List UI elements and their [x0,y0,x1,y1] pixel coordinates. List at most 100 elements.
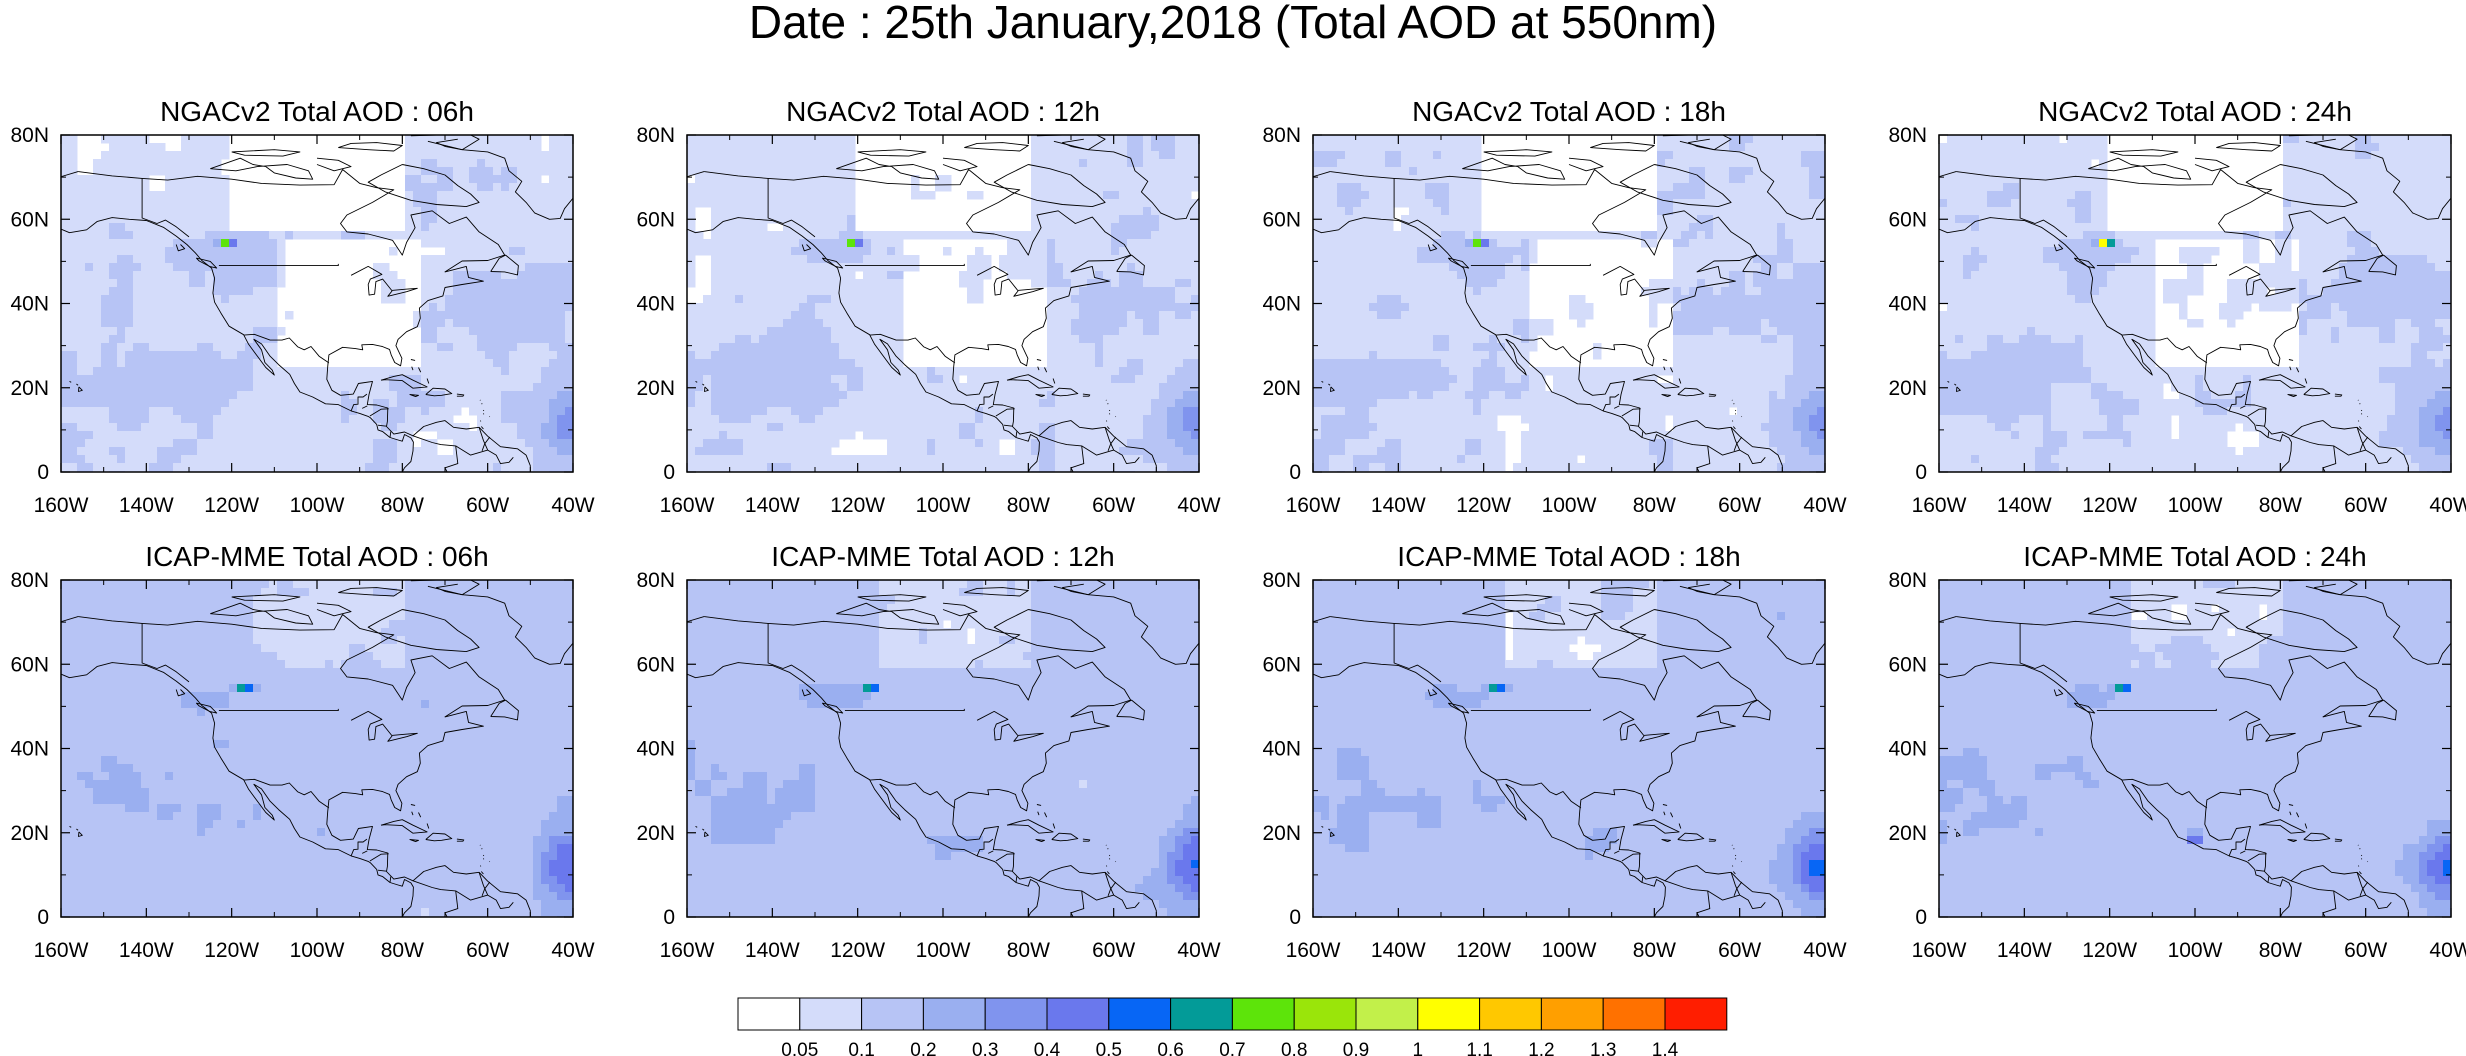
aod-field [1939,580,2451,917]
lon-tick-label: 140W [745,494,800,517]
lat-tick-label: 0 [37,461,49,484]
lon-tick-label: 120W [830,494,885,517]
lon-tick-label: 140W [1371,939,1426,962]
colorbar-swatch [1355,997,1419,1031]
lon-tick-label: 60W [1718,494,1761,517]
lat-tick-label: 80N [1262,124,1301,147]
colorbar-label: 0.1 [848,1040,874,1056]
lon-tick-label: 120W [1456,939,1511,962]
lon-tick-label: 80W [1633,939,1676,962]
lon-tick-label: 160W [660,494,715,517]
coastlines [1939,580,2451,917]
lon-tick-label: 100W [290,939,345,962]
lat-tick-label: 40N [1888,293,1927,316]
aod-field [1313,135,1825,472]
aod-field [1939,135,2451,472]
panel-title: ICAP-MME Total AOD : 06h [145,541,488,572]
lat-tick-label: 40N [10,738,49,761]
lon-tick-label: 60W [1092,494,1135,517]
lat-tick-label: 40N [636,738,675,761]
lon-tick-label: 100W [2168,939,2223,962]
colorbar-swatch [1293,997,1357,1031]
lon-tick-label: 140W [1371,494,1426,517]
map-panel: ICAP-MME Total AOD : 18h 160W 140W 120W 100W… [1262,541,1846,962]
lon-tick-label: 80W [1007,494,1050,517]
lon-tick-label: 80W [381,939,424,962]
lon-tick-label: 160W [1912,494,1967,517]
coastlines [687,580,1199,917]
lon-tick-label: 80W [1633,494,1676,517]
colorbar-label: 0.05 [781,1040,818,1056]
lon-tick-label: 120W [2082,494,2137,517]
lon-tick-label: 120W [2082,939,2137,962]
lat-tick-label: 20N [1888,822,1927,845]
lat-tick-label: 0 [37,906,49,929]
lat-tick-label: 0 [1915,906,1927,929]
lon-tick-label: 120W [830,939,885,962]
panel-title: NGACv2 Total AOD : 06h [160,96,474,127]
map-panel: NGACv2 Total AOD : 18h 160W 140W 120W 100W 80… [1262,96,1846,517]
colorbar-swatch [1231,997,1295,1031]
map-panel: ICAP-MME Total AOD : 24h 160W 140W 120W 100W… [1888,541,2466,962]
lon-tick-label: 80W [1007,939,1050,962]
lon-tick-label: 160W [660,939,715,962]
colorbar-label: 1.2 [1528,1040,1554,1056]
lon-tick-label: 40W [551,939,594,962]
map-panel: NGACv2 Total AOD : 12h 160W 140W 120W 100W 80… [636,96,1220,517]
colorbar-swatch [737,997,801,1031]
lon-tick-label: 60W [466,939,509,962]
colorbar-label: 0.3 [972,1040,998,1056]
lat-tick-label: 40N [1262,738,1301,761]
lat-tick-label: 0 [663,461,675,484]
aod-field [687,135,1199,472]
lon-tick-label: 140W [119,939,174,962]
lat-tick-label: 80N [1888,569,1927,592]
colorbar-label: 1.1 [1466,1040,1492,1056]
aod-field [1313,580,1825,917]
lat-tick-label: 40N [636,293,675,316]
lat-tick-label: 40N [10,293,49,316]
colorbar-label: 0.5 [1096,1040,1122,1056]
lon-tick-label: 60W [2344,494,2387,517]
lon-tick-label: 40W [1803,939,1846,962]
lon-tick-label: 80W [2259,494,2302,517]
lon-tick-label: 120W [204,939,259,962]
panel-title: ICAP-MME Total AOD : 24h [2023,541,2366,572]
lat-tick-label: 60N [10,208,49,231]
lon-tick-label: 60W [2344,939,2387,962]
aod-field [61,135,573,472]
lon-tick-label: 160W [1286,939,1341,962]
lon-tick-label: 100W [916,494,971,517]
coastlines [687,135,1199,472]
lon-tick-label: 100W [1542,939,1597,962]
lat-tick-label: 80N [1262,569,1301,592]
lat-tick-label: 20N [1888,377,1927,400]
lon-tick-label: 140W [1997,939,2052,962]
lat-tick-label: 0 [663,906,675,929]
lat-tick-label: 20N [636,377,675,400]
lat-tick-label: 60N [1888,208,1927,231]
map-panel: NGACv2 Total AOD : 24h 160W 140W 120W 100W 80… [1888,96,2466,517]
colorbar-label: 1.4 [1652,1040,1679,1056]
colorbar-label: 0.4 [1034,1040,1061,1056]
lat-tick-label: 60N [636,208,675,231]
lat-tick-label: 20N [636,822,675,845]
lat-tick-label: 0 [1915,461,1927,484]
lon-tick-label: 160W [34,939,89,962]
map-panel: ICAP-MME Total AOD : 12h 160W 140W 120W 100W… [636,541,1220,962]
main-title: Date : 25th January,2018 (Total AOD at 5… [0,0,2466,45]
colorbar-swatch [1170,997,1233,1031]
colorbar-swatch [799,997,863,1031]
lat-tick-label: 20N [10,377,49,400]
lat-tick-label: 40N [1262,293,1301,316]
lon-tick-label: 120W [1456,494,1511,517]
coastlines [1313,580,1825,917]
lon-tick-label: 100W [916,939,971,962]
colorbar-label: 0.2 [910,1040,936,1056]
lat-tick-label: 40N [1888,738,1927,761]
lat-tick-label: 60N [636,653,675,676]
colorbar-label: 1 [1413,1040,1424,1056]
colorbar-swatch [1046,997,1110,1031]
colorbar-swatch [861,997,924,1031]
lat-tick-label: 60N [10,653,49,676]
